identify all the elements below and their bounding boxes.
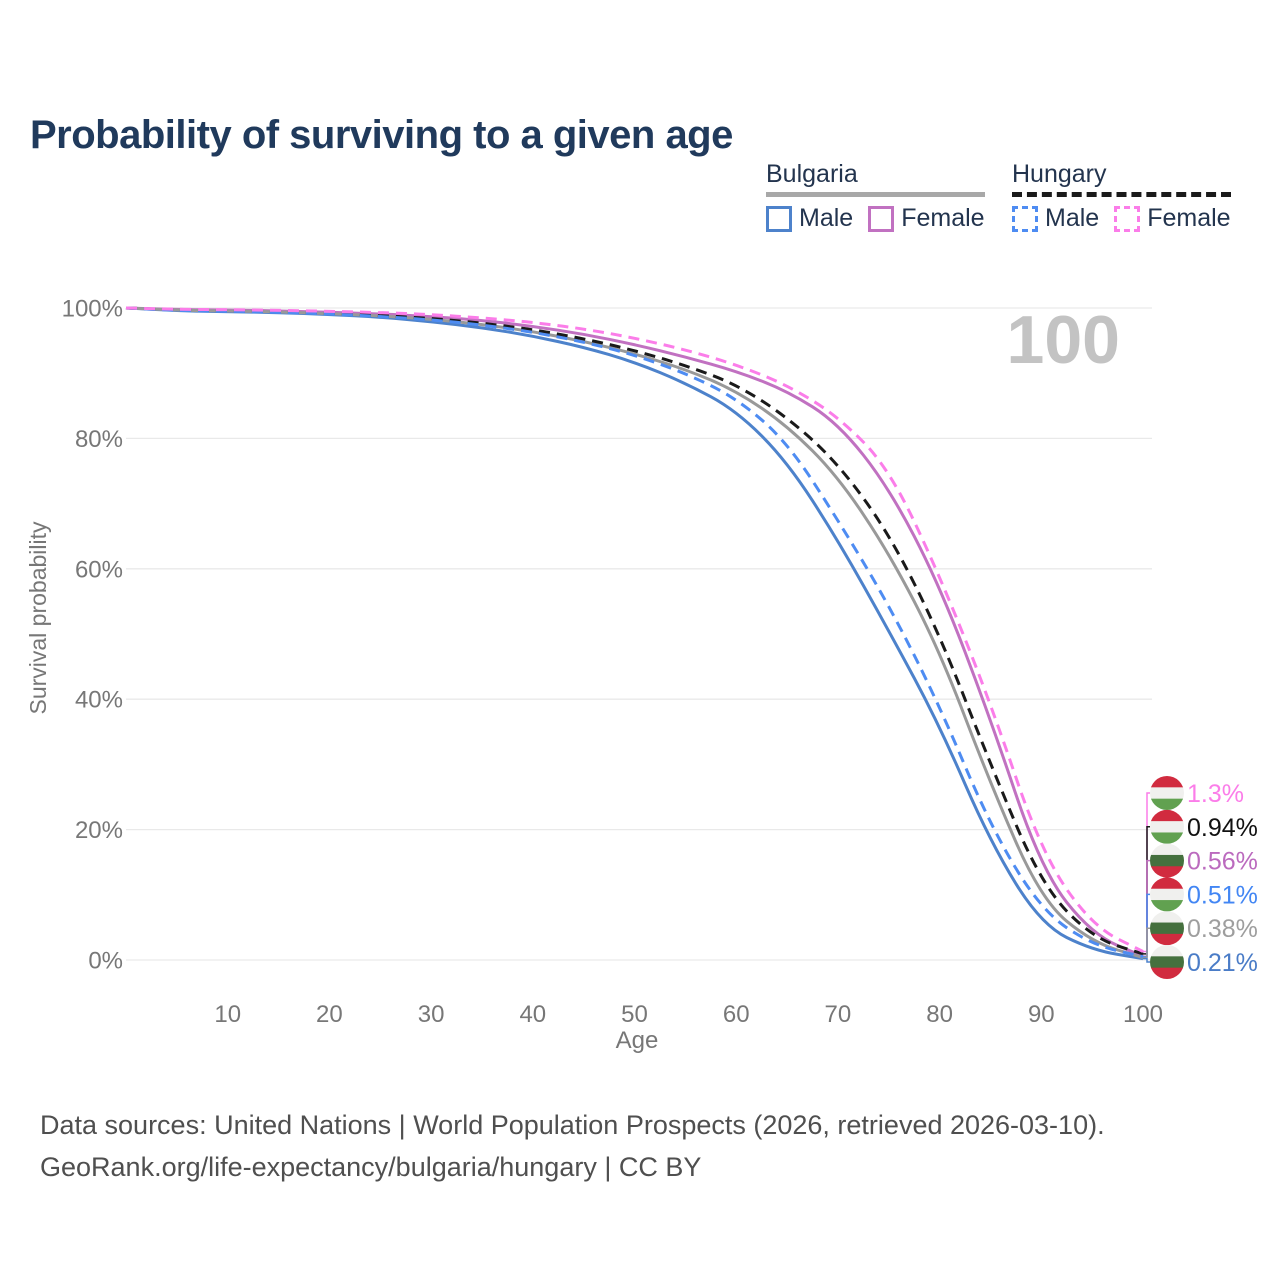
- hungary-female-swatch-icon: [1114, 205, 1141, 232]
- age-counter-watermark: 100: [1007, 302, 1120, 378]
- x-tick-label: 90: [1028, 1001, 1055, 1028]
- x-tick-label: 10: [214, 1001, 241, 1028]
- legend-item-label: Male: [799, 204, 854, 232]
- end-label-leader: [1143, 927, 1150, 959]
- end-label-value: 1.3%: [1187, 780, 1244, 808]
- end-label-value: 0.38%: [1187, 915, 1258, 943]
- end-label-leader: [1143, 893, 1150, 958]
- y-axis-title: Survival probability: [25, 521, 51, 715]
- bulgaria-line-style-sample: [766, 192, 985, 197]
- x-tick-label: 50: [621, 1001, 648, 1028]
- hungary-male-swatch-icon: [1012, 205, 1038, 232]
- x-tick-label: 70: [825, 1001, 852, 1028]
- y-tick-label: 20%: [75, 817, 123, 844]
- hungary-line-style-sample: [1012, 192, 1231, 197]
- bulgaria-flag-icon: [1150, 911, 1184, 946]
- end-label-value: 0.56%: [1187, 848, 1258, 876]
- series-line-hungary-male: [125, 306, 1144, 959]
- legend-country-bulgaria-label: Bulgaria: [766, 160, 858, 188]
- legend-item-hungary-male[interactable]: Male: [1012, 204, 1099, 233]
- series-line-bulgaria-female: [125, 306, 1144, 958]
- bulgaria-flag-icon: [1150, 945, 1184, 979]
- legend-item-label: Female: [1147, 204, 1231, 232]
- footer: Data sources: United Nations | World Pop…: [40, 1104, 1105, 1188]
- footer-credit-url: GeoRank.org/life-expectancy/bulgaria/hun…: [40, 1152, 702, 1182]
- x-tick-label: 80: [926, 1001, 953, 1028]
- x-tick-label: 30: [418, 1001, 445, 1028]
- bulgaria-female-swatch-icon: [868, 205, 895, 232]
- legend-item-bulgaria-female[interactable]: Female: [868, 204, 985, 233]
- end-label-value: 0.21%: [1187, 949, 1258, 977]
- legend-group-bulgaria: Bulgaria Male Female: [766, 160, 985, 233]
- legend-item-bulgaria-male[interactable]: Male: [766, 204, 853, 233]
- y-tick-label: 100%: [62, 296, 123, 323]
- legend-item-hungary-female[interactable]: Female: [1114, 204, 1231, 233]
- legend-country-bulgaria[interactable]: Bulgaria: [766, 160, 985, 197]
- y-tick-label: 80%: [75, 426, 123, 453]
- legend-country-hungary[interactable]: Hungary: [1012, 160, 1231, 197]
- y-tick-label: 40%: [75, 687, 123, 714]
- end-label-value: 0.94%: [1187, 814, 1258, 842]
- legend-item-label: Male: [1045, 204, 1100, 232]
- bulgaria-male-swatch-icon: [766, 205, 792, 232]
- end-label-leader: [1143, 957, 1150, 963]
- y-tick-label: 60%: [75, 556, 123, 583]
- footer-data-sources: Data sources: United Nations | World Pop…: [40, 1110, 1105, 1140]
- legend-item-label: Female: [901, 204, 985, 232]
- x-tick-label: 20: [316, 1001, 343, 1028]
- x-tick-label: 60: [723, 1001, 750, 1028]
- hungary-flag-icon: [1150, 809, 1184, 844]
- series-line-hungary-female: [125, 306, 1144, 953]
- x-tick-label: 100: [1123, 1001, 1163, 1028]
- series-line-bulgaria: [125, 306, 1144, 959]
- legend-country-hungary-label: Hungary: [1012, 160, 1107, 188]
- legend-group-hungary: Hungary Male Female: [1012, 160, 1231, 233]
- x-axis-title: Age: [616, 1027, 659, 1054]
- series-line-bulgaria-male: [125, 306, 1144, 961]
- hungary-flag-icon: [1150, 776, 1184, 810]
- y-tick-label: 0%: [88, 948, 123, 975]
- bulgaria-flag-icon: [1150, 843, 1184, 878]
- hungary-flag-icon: [1150, 877, 1184, 912]
- series-line-hungary: [125, 306, 1144, 956]
- end-label-value: 0.51%: [1187, 881, 1258, 909]
- x-tick-label: 40: [519, 1001, 546, 1028]
- page-title: Probability of surviving to a given age: [30, 112, 733, 157]
